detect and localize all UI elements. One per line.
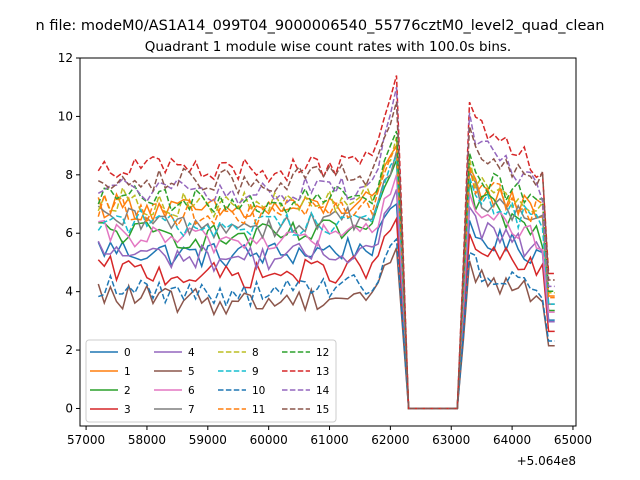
legend-box (85, 339, 337, 423)
legend-label: 11 (252, 404, 265, 416)
y-tick-label: 12 (58, 51, 73, 65)
x-tick-label: 60000 (250, 433, 288, 447)
legend-label: 5 (188, 366, 195, 378)
plot-area (97, 75, 555, 410)
x-tick-label: 64000 (493, 433, 531, 447)
legend-label: 3 (124, 404, 131, 416)
x-offset-label: +5.064e8 (517, 454, 576, 468)
series-line-13 (97, 75, 555, 410)
series-line-3 (97, 215, 555, 410)
legend-label: 6 (188, 385, 195, 397)
axes-frame (79, 57, 577, 427)
x-tick-label: 58000 (128, 433, 166, 447)
x-tick-label: 65000 (554, 433, 592, 447)
y-tick-label: 0 (65, 401, 73, 415)
y-tick-label: 2 (65, 343, 73, 357)
chart-title: Quadrant 1 module wise count rates with … (145, 39, 511, 55)
legend-label: 8 (252, 347, 259, 359)
legend-label: 12 (316, 347, 329, 359)
series-line-5 (97, 247, 555, 410)
x-tick-label: 63000 (432, 433, 470, 447)
x-tick-label: 59000 (189, 433, 227, 447)
series-line-8 (97, 136, 555, 410)
x-tick-label: 62000 (371, 433, 409, 447)
series-line-4 (97, 189, 555, 410)
y-tick-label: 6 (65, 226, 73, 240)
x-tick-label: 61000 (310, 433, 348, 447)
series-line-11 (97, 142, 555, 410)
y-tick-label: 10 (58, 109, 73, 123)
legend-label: 7 (188, 404, 195, 416)
legend-label: 10 (252, 385, 265, 397)
series-line-7 (97, 151, 555, 410)
legend-label: 9 (252, 366, 259, 378)
legend-label: 0 (124, 347, 131, 359)
legend-label: 1 (124, 366, 131, 378)
legend-label: 2 (124, 385, 131, 397)
series-line-1 (97, 143, 555, 410)
chart-suptitle: n file: modeM0/AS1A14_099T04_9000006540_… (36, 18, 605, 34)
legend-label: 15 (316, 404, 329, 416)
series-line-6 (98, 174, 555, 410)
legend-label: 4 (188, 347, 195, 359)
series-line-2 (98, 159, 555, 410)
series-line-15 (97, 101, 555, 410)
series-line-12 (97, 130, 555, 410)
legend-label: 14 (316, 385, 330, 397)
x-tick-label: 57000 (67, 433, 105, 447)
legend-label: 13 (316, 366, 329, 378)
y-tick-label: 8 (65, 168, 73, 182)
y-tick-label: 4 (65, 285, 73, 299)
series-line-10 (98, 237, 555, 410)
